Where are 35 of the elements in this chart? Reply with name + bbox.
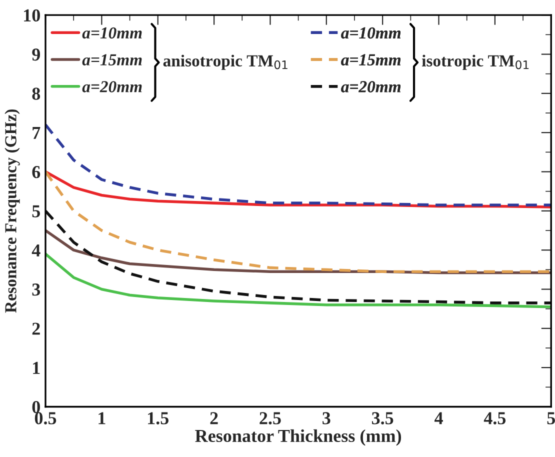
y-tick-label: 3	[32, 284, 40, 296]
legend-label: a=10mm	[341, 27, 401, 39]
line-series	[46, 123, 552, 206]
x-tick-label: 0.5	[34, 412, 56, 424]
y-tick-label: 6	[32, 166, 40, 178]
annotation: anisotropic TM$_{01}$	[163, 54, 288, 70]
x-tick-label: 2	[210, 412, 218, 424]
y-tick-label: 4	[32, 244, 40, 256]
y-tick-label: 8	[32, 88, 40, 100]
x-tick-label: 1	[98, 412, 106, 424]
x-axis-title: Resonator Thickness (mm)	[195, 429, 402, 446]
y-tick-label: 7	[32, 127, 40, 139]
x-tick-label: 5	[547, 412, 555, 424]
y-axis-title: Resonance Frequency (GHz)	[4, 109, 20, 313]
legend-label: a=15mm	[341, 54, 401, 66]
x-tick-label: 2.5	[260, 412, 281, 424]
y-tick-label: 1	[33, 362, 40, 374]
legend-label: a=20mm	[82, 81, 142, 92]
x-tick-label: 3.5	[372, 412, 394, 424]
legend-label: a=15mm	[82, 54, 142, 66]
legend-label: a=10mm	[82, 27, 142, 39]
y-tick-label: 0	[32, 400, 40, 414]
y-tick-label: 10	[24, 9, 40, 22]
legend-label: a=20mm	[341, 81, 401, 92]
line-series	[46, 252, 552, 308]
line-series	[46, 170, 552, 273]
y-tick-label: 5	[32, 205, 40, 218]
y-tick-label: 9	[32, 48, 40, 61]
x-tick-label: 1.5	[148, 412, 168, 424]
x-tick-label: 4.5	[484, 412, 506, 424]
line-series	[46, 210, 552, 304]
x-tick-label: 3	[322, 412, 330, 424]
x-tick-label: 4	[434, 412, 443, 424]
annotation: isotropic TM$_{01}$	[422, 54, 529, 70]
y-tick-label: 2	[32, 322, 40, 335]
